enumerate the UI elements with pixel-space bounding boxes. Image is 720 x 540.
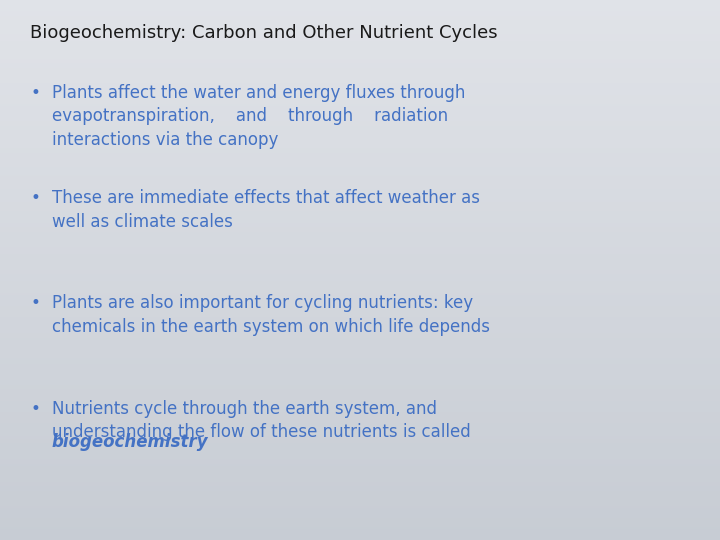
Text: biogeochemistry: biogeochemistry: [52, 433, 209, 451]
Text: •: •: [30, 400, 40, 417]
Text: Biogeochemistry: Carbon and Other Nutrient Cycles: Biogeochemistry: Carbon and Other Nutrie…: [30, 24, 498, 42]
Text: •: •: [30, 84, 40, 102]
Text: Plants affect the water and energy fluxes through
evapotranspiration,    and    : Plants affect the water and energy fluxe…: [52, 84, 465, 149]
Text: These are immediate effects that affect weather as
well as climate scales: These are immediate effects that affect …: [52, 189, 480, 231]
Text: •: •: [30, 294, 40, 312]
Text: Nutrients cycle through the earth system, and
understanding the flow of these nu: Nutrients cycle through the earth system…: [52, 400, 471, 465]
Text: •: •: [30, 189, 40, 207]
Text: Plants are also important for cycling nutrients: key
chemicals in the earth syst: Plants are also important for cycling nu…: [52, 294, 490, 336]
